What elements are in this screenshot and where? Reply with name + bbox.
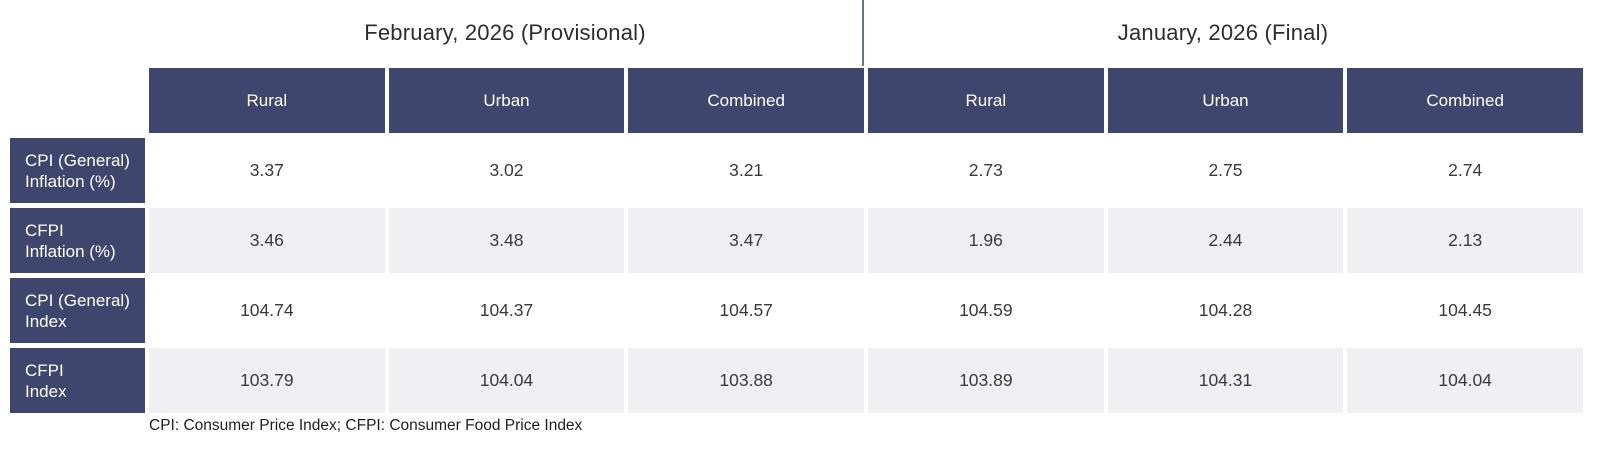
data-cell: 2.75 (1107, 138, 1344, 203)
data-cell: 2.13 (1347, 208, 1583, 273)
footnote: CPI: Consumer Price Index; CFPI: Consume… (149, 417, 583, 434)
data-cell: 104.57 (628, 278, 864, 343)
data-cell: 3.02 (388, 138, 625, 203)
data-cell: 3.37 (149, 138, 385, 203)
data-cell: 3.47 (628, 208, 864, 273)
data-cell: 103.89 (868, 348, 1104, 413)
row-label-line: CPI (General) (25, 150, 130, 170)
column-header-jan-urban: Urban (1107, 68, 1344, 133)
section-divider (862, 0, 864, 66)
row-label-line: Inflation (%) (25, 241, 116, 261)
column-header-feb-rural: Rural (149, 68, 385, 133)
column-header-feb-urban: Urban (388, 68, 625, 133)
data-cell: 104.74 (149, 278, 385, 343)
row-label-line: Index (25, 381, 67, 401)
data-cell: 104.31 (1107, 348, 1344, 413)
row-label-cpi-general-inflation: CPI (General) Inflation (%) (10, 138, 145, 203)
data-cell: 104.04 (1347, 348, 1583, 413)
data-cell: 104.28 (1107, 278, 1344, 343)
data-cell: 3.21 (628, 138, 864, 203)
row-label-line: CFPI (25, 220, 64, 240)
data-cell: 3.46 (149, 208, 385, 273)
section-title-january: January, 2026 (Final) (1117, 20, 1329, 45)
data-cell: 2.44 (1107, 208, 1344, 273)
data-cell: 103.88 (628, 348, 864, 413)
data-cell: 104.04 (388, 348, 625, 413)
column-header-jan-rural: Rural (868, 68, 1104, 133)
row-label-line: Index (25, 311, 67, 331)
section-title-february: February, 2026 (Provisional) (364, 20, 646, 45)
corner-cell (10, 68, 145, 133)
data-cell: 104.45 (1347, 278, 1583, 343)
row-label-line: CPI (General) (25, 290, 130, 310)
row-label-cpi-general-index: CPI (General) Index (10, 278, 145, 343)
row-label-line: CFPI (25, 360, 64, 380)
data-cell: 2.74 (1347, 138, 1583, 203)
data-cell: 104.37 (388, 278, 625, 343)
row-label-cfpi-index: CFPI Index (10, 348, 145, 413)
data-cell: 103.79 (149, 348, 385, 413)
data-cell: 1.96 (868, 208, 1104, 273)
column-header-feb-combined: Combined (628, 68, 864, 133)
data-cell: 3.48 (388, 208, 625, 273)
row-label-cfpi-inflation: CFPI Inflation (%) (10, 208, 145, 273)
cpi-data-table: Rural Urban Combined Rural Urban Combine… (10, 68, 1583, 413)
column-header-jan-combined: Combined (1347, 68, 1583, 133)
data-cell: 104.59 (868, 278, 1104, 343)
data-cell: 2.73 (868, 138, 1104, 203)
row-label-line: Inflation (%) (25, 171, 116, 191)
